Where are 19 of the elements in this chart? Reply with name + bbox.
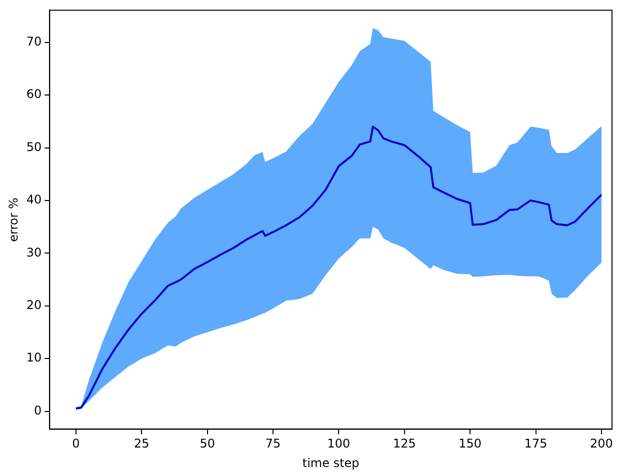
y-tick-label: 70 — [26, 34, 42, 48]
y-tick-label: 20 — [26, 298, 42, 312]
y-tick-label: 10 — [26, 350, 42, 365]
x-tick-label: 0 — [72, 436, 80, 451]
x-axis-title: time step — [302, 456, 360, 470]
y-tick-label: 40 — [26, 192, 42, 207]
y-tick-label: 30 — [26, 245, 42, 260]
y-axis-title: error % — [6, 198, 20, 242]
x-tick-label: 175 — [524, 436, 548, 451]
x-tick-label: 150 — [458, 436, 482, 451]
x-tick-label: 125 — [392, 436, 416, 451]
y-tick-label: 0 — [34, 403, 42, 418]
x-tick-label: 200 — [590, 436, 613, 451]
x-tick-label: 100 — [327, 436, 350, 451]
x-tick-label: 25 — [134, 436, 150, 451]
y-tick-label: 50 — [26, 140, 42, 154]
x-tick-label: 50 — [200, 436, 215, 451]
y-tick-label: 60 — [26, 87, 42, 102]
x-tick-label: 75 — [265, 436, 281, 451]
